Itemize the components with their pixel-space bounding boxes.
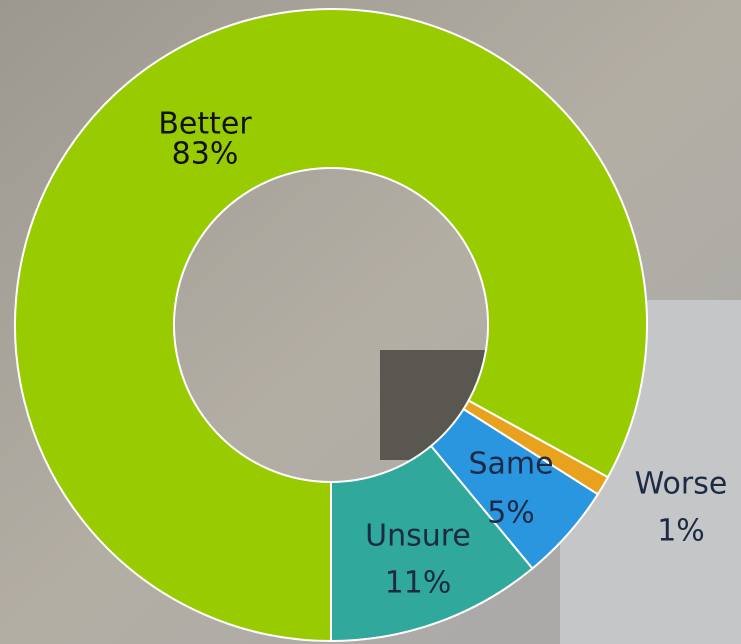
segment-label: Unsure [365, 519, 471, 554]
segment-value-label: 83% [172, 137, 239, 172]
segment-value-label: 1% [657, 514, 705, 549]
page: Better83%Worse1%Same5%Unsure11% (() => {… [0, 0, 741, 644]
segment-label: Worse [635, 467, 728, 502]
segment-value-label: 11% [385, 566, 452, 601]
chart: Better83%Worse1%Same5%Unsure11% [0, 0, 741, 644]
segment-value-label: 5% [487, 496, 535, 531]
segment-label: Same [468, 447, 553, 482]
